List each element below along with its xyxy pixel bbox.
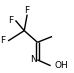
Text: F: F (0, 36, 6, 45)
Text: F: F (25, 6, 30, 15)
Text: OH: OH (55, 61, 69, 70)
Text: N: N (30, 55, 36, 64)
Text: F: F (9, 16, 14, 25)
